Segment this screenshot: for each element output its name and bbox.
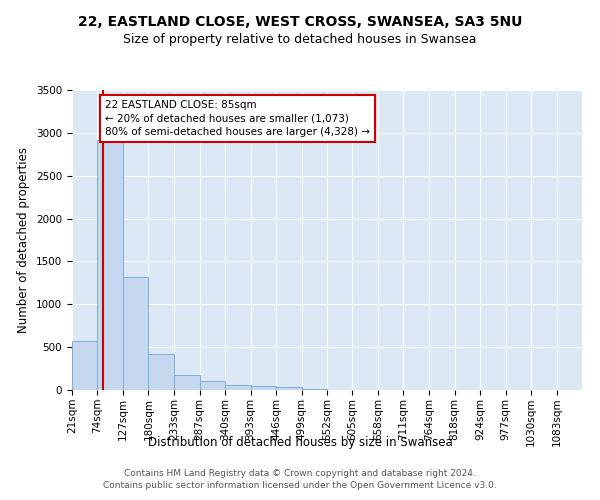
Bar (225, 385, 251, 390)
Text: 22 EASTLAND CLOSE: 85sqm
← 20% of detached houses are smaller (1,073)
80% of sem: 22 EASTLAND CLOSE: 85sqm ← 20% of detach… (105, 100, 370, 136)
Text: Distribution of detached houses by size in Swansea: Distribution of detached houses by size … (148, 436, 452, 449)
Bar (148, 354, 174, 390)
Text: Size of property relative to detached houses in Swansea: Size of property relative to detached ho… (123, 32, 477, 46)
Text: 22, EASTLAND CLOSE, WEST CROSS, SWANSEA, SA3 5NU: 22, EASTLAND CLOSE, WEST CROSS, SWANSEA,… (78, 15, 522, 29)
Bar (276, 388, 302, 390)
Bar (72, 341, 97, 390)
Y-axis label: Number of detached properties: Number of detached properties (17, 147, 31, 333)
Bar (123, 277, 148, 390)
Bar (174, 376, 200, 390)
Bar (251, 386, 276, 390)
Bar (200, 382, 225, 390)
Text: Contains HM Land Registry data © Crown copyright and database right 2024.
Contai: Contains HM Land Registry data © Crown c… (103, 468, 497, 490)
Bar (97, 140, 123, 390)
